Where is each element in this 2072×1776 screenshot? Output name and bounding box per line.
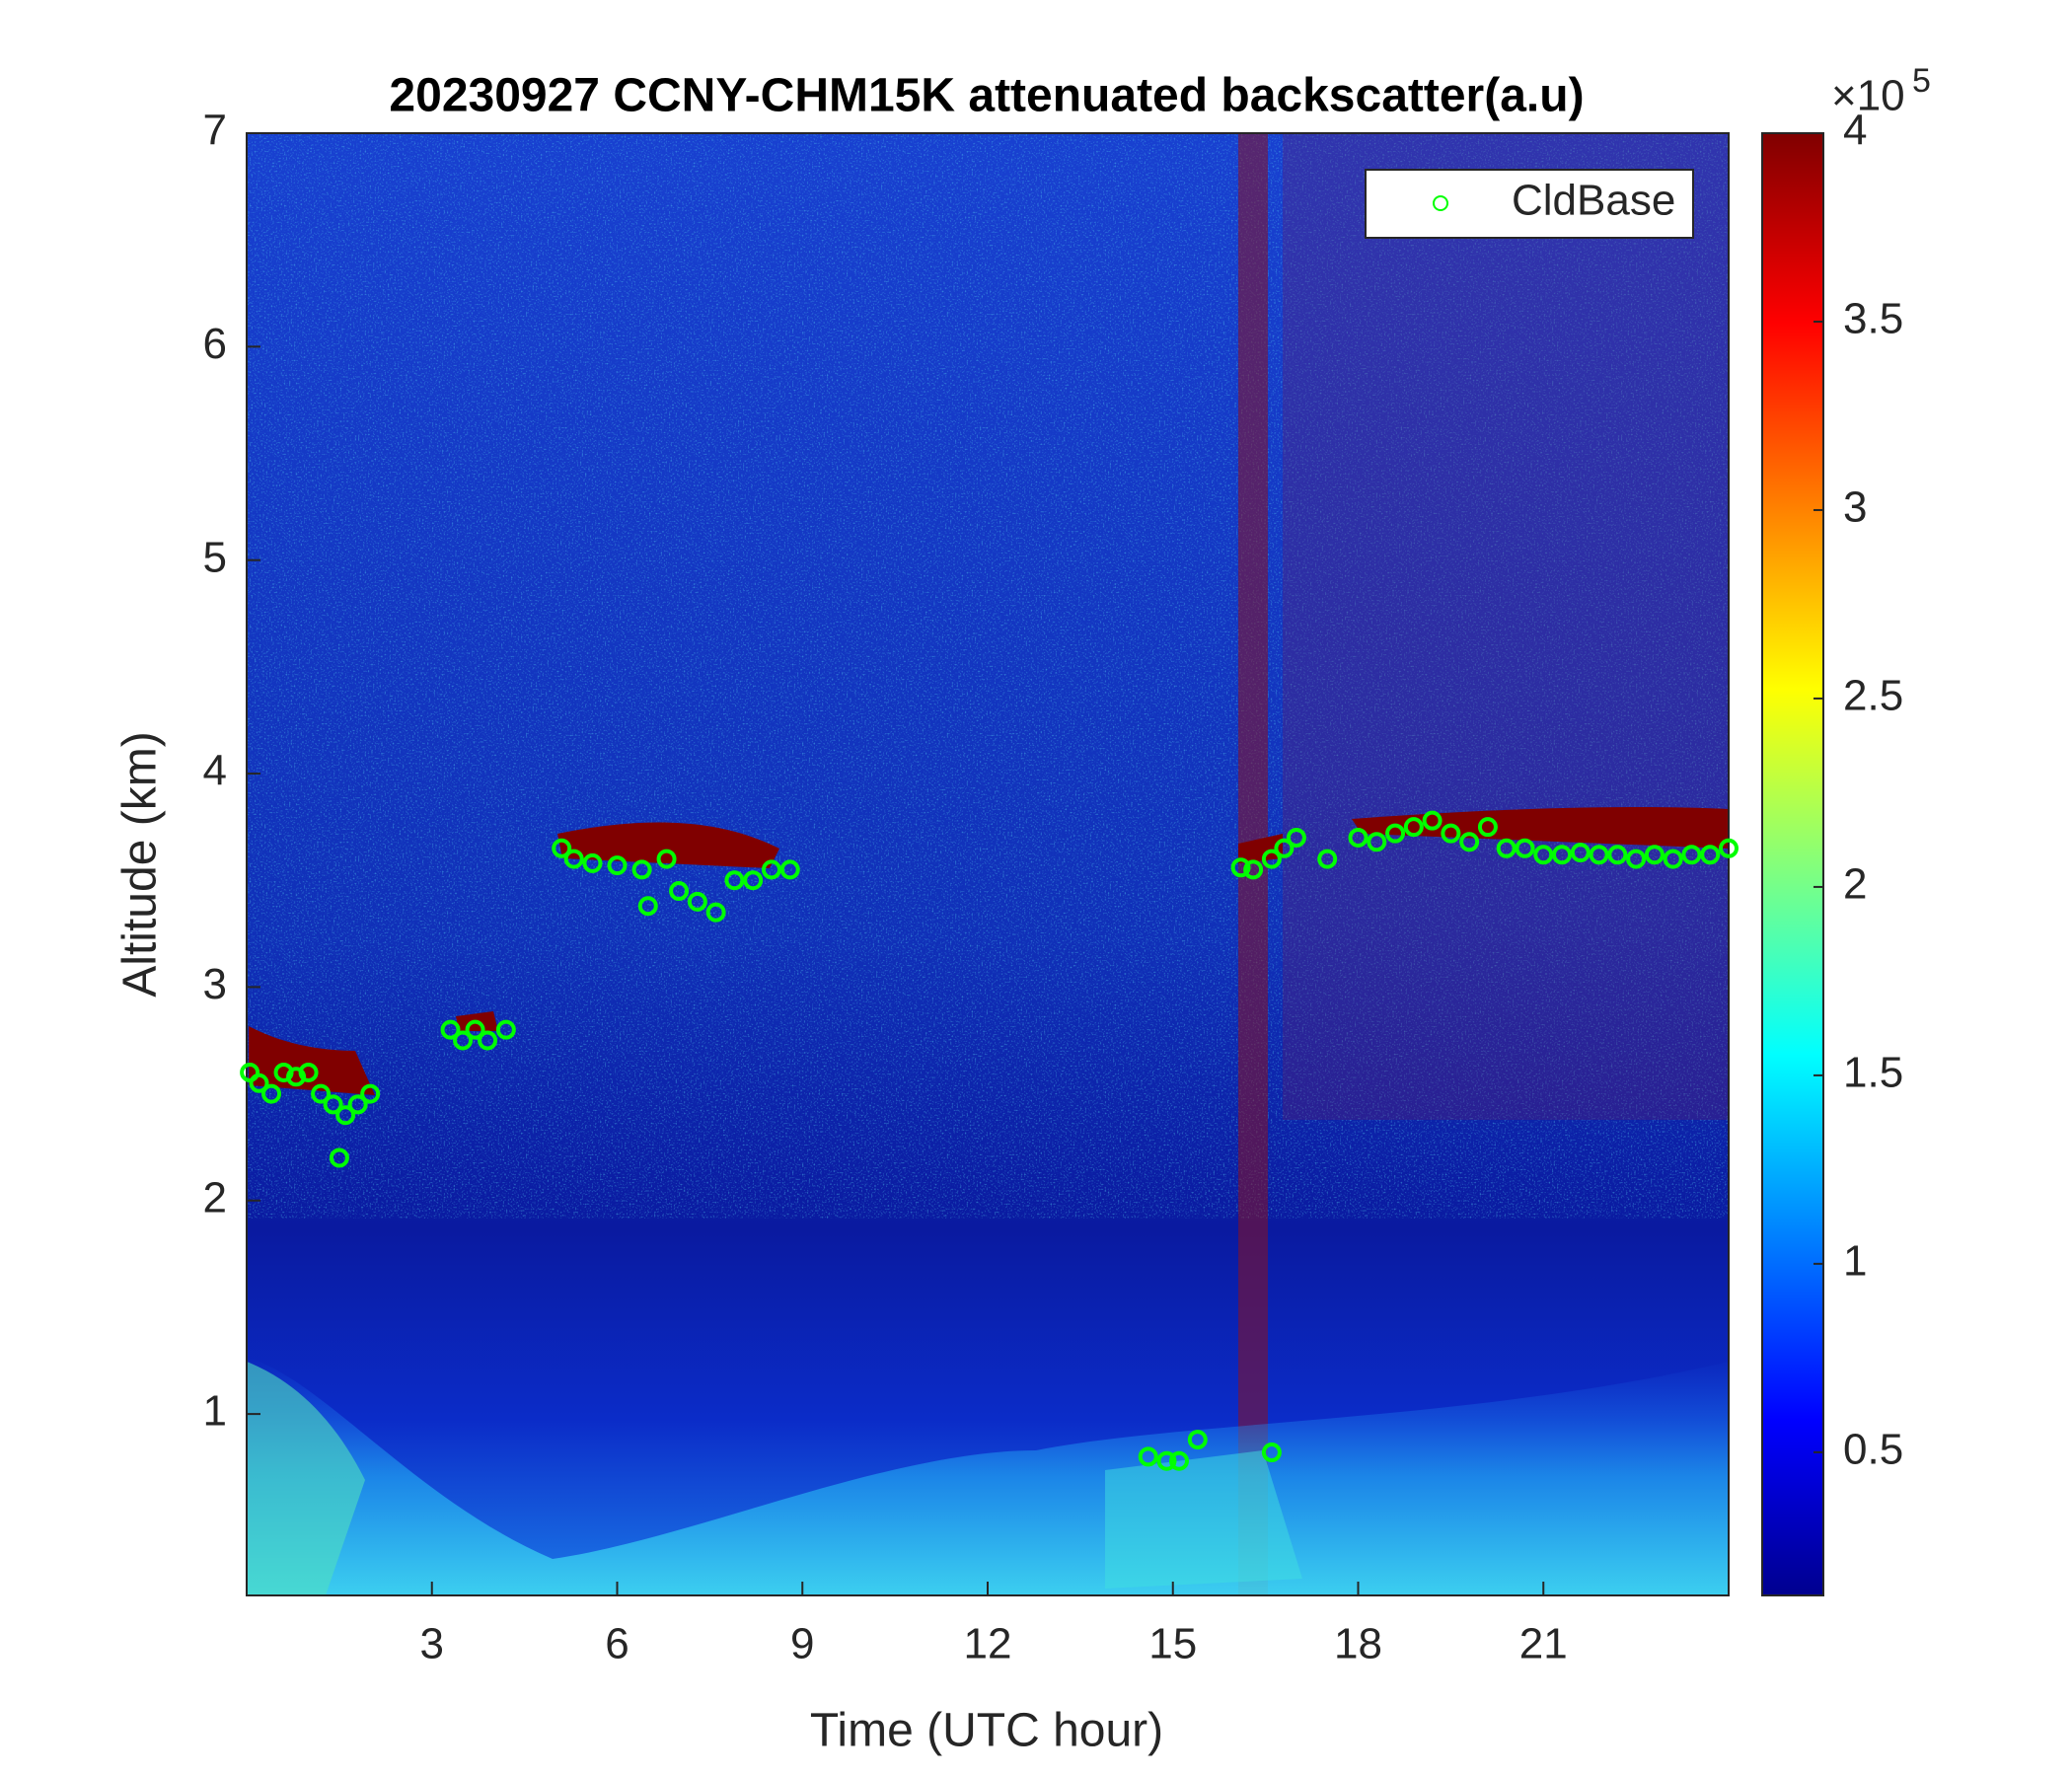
cloud-base-marker (1274, 838, 1295, 858)
cloud-base-marker (465, 1019, 485, 1040)
cloud-base-marker (1317, 849, 1338, 869)
cloud-base-marker (1156, 1450, 1177, 1471)
y-tick-label: 2 (203, 1173, 227, 1221)
cloud-base-marker (311, 1083, 332, 1104)
legend-marker (1433, 195, 1448, 211)
cloud-base-marker (1459, 832, 1480, 852)
cloud-base-marker (335, 1105, 356, 1126)
colorbar-tick-label: 3 (1843, 483, 1867, 532)
cloud-base-marker (761, 859, 781, 880)
y-axis-label: Altitude (km) (114, 731, 167, 997)
x-tick-label: 3 (420, 1620, 444, 1668)
cloud-base-marker (724, 870, 745, 891)
y-tick-label: 1 (203, 1387, 227, 1436)
cloud-base-marker (1719, 838, 1739, 858)
cloud-base-marker (1367, 832, 1387, 852)
cloud-base-marker (582, 852, 603, 873)
cloud-base-marker (1589, 845, 1609, 865)
cloud-base-marker (687, 891, 707, 912)
cloud-base-marker (329, 1147, 349, 1168)
series (240, 810, 1739, 1471)
x-tick-label: 18 (1334, 1620, 1382, 1668)
cloud-base-marker (607, 855, 628, 876)
cloud-base-marker (563, 849, 584, 869)
cloud-base-marker (1261, 1443, 1282, 1463)
cloud-base-marker (1700, 845, 1721, 865)
cloud-base-marker (705, 902, 726, 923)
cloud-base-marker (440, 1019, 461, 1040)
cloud-base-marker (1663, 849, 1683, 869)
cloud-base-marker (323, 1094, 343, 1115)
x-tick-label: 21 (1519, 1620, 1568, 1668)
cloud-base-marker (261, 1083, 282, 1104)
cloud-base-marker (1385, 823, 1406, 844)
x-tick-label: 9 (790, 1620, 814, 1668)
cloud-base-marker (360, 1083, 381, 1104)
legend: CldBase (1365, 169, 1694, 239)
y-tick-label: 5 (203, 533, 227, 581)
cloud-base-marker (1286, 827, 1306, 848)
y-tick-label: 7 (203, 107, 227, 155)
cloud-base-marker (1348, 827, 1369, 848)
cloud-base-marker (298, 1062, 319, 1082)
colorbar-tick-label: 2 (1843, 860, 1867, 909)
colorbar-tick-label: 3.5 (1843, 295, 1903, 343)
cloud-base-marker (1477, 817, 1498, 838)
cloud-base-marker (656, 849, 677, 869)
cloud-base-marker (1187, 1430, 1208, 1450)
cloud-base-marker (249, 1073, 269, 1093)
cloud-base-marker (453, 1030, 474, 1051)
cloud-base-marker (743, 870, 764, 891)
y-tick-label: 3 (203, 960, 227, 1008)
cloud-base-marker (631, 859, 652, 880)
cloud-base-marker (1681, 845, 1702, 865)
cloud-base-marker (478, 1030, 498, 1051)
cloud-base-marker (1552, 845, 1573, 865)
cloud-base-marker (1441, 823, 1461, 844)
legend-label: CldBase (1512, 177, 1675, 225)
cloud-base-marker (1626, 849, 1647, 869)
cloud-base-marker (1243, 859, 1264, 880)
cloud-base-marker (669, 881, 690, 902)
cloud-base-marker (1570, 843, 1591, 863)
cloud-base-marker (779, 859, 800, 880)
legend-box (1365, 169, 1694, 239)
y-tick-label: 6 (203, 320, 227, 368)
x-axis-label: Time (UTC hour) (810, 1705, 1163, 1757)
cloud-base-marker (1644, 845, 1665, 865)
cloud-base-marker (1403, 817, 1424, 838)
cloud-base-marker (637, 896, 658, 917)
backscatter-image (247, 133, 1729, 1595)
chart-title: 20230927 CCNY-CHM15K attenuated backscat… (389, 70, 1584, 122)
colorbar-multiplier: ×10 (1831, 72, 1905, 120)
cloud-base-marker (1422, 810, 1443, 831)
colorbar-tick-label: 1 (1843, 1237, 1867, 1286)
cloud-base-marker (1607, 845, 1628, 865)
cloud-base-marker (1169, 1450, 1190, 1471)
cloud-base-marker (552, 838, 572, 858)
cloud-base-marker (1533, 845, 1554, 865)
cloud-base-marker (495, 1019, 516, 1040)
colorbar (1761, 132, 1824, 1596)
x-tick-label: 6 (605, 1620, 629, 1668)
colorbar-tick-label: 2.5 (1843, 672, 1903, 720)
cloud-base-marker (1515, 838, 1535, 858)
x-tick-label: 12 (964, 1620, 1012, 1668)
cloud-base-marker (1496, 838, 1517, 858)
colorbar-tick-label: 0.5 (1843, 1425, 1903, 1473)
x-tick-label: 15 (1148, 1620, 1197, 1668)
cloud-base-marker (1230, 857, 1251, 878)
colorbar-tick-label: 4 (1843, 107, 1867, 155)
cloud-base-marker (1138, 1446, 1158, 1467)
y-tick-label: 4 (203, 747, 227, 795)
colorbar-exponent: 5 (1912, 62, 1931, 100)
cloud-base-marker (347, 1094, 368, 1115)
cloud-base-marker (1261, 849, 1282, 869)
colorbar-tick-label: 1.5 (1843, 1049, 1903, 1097)
